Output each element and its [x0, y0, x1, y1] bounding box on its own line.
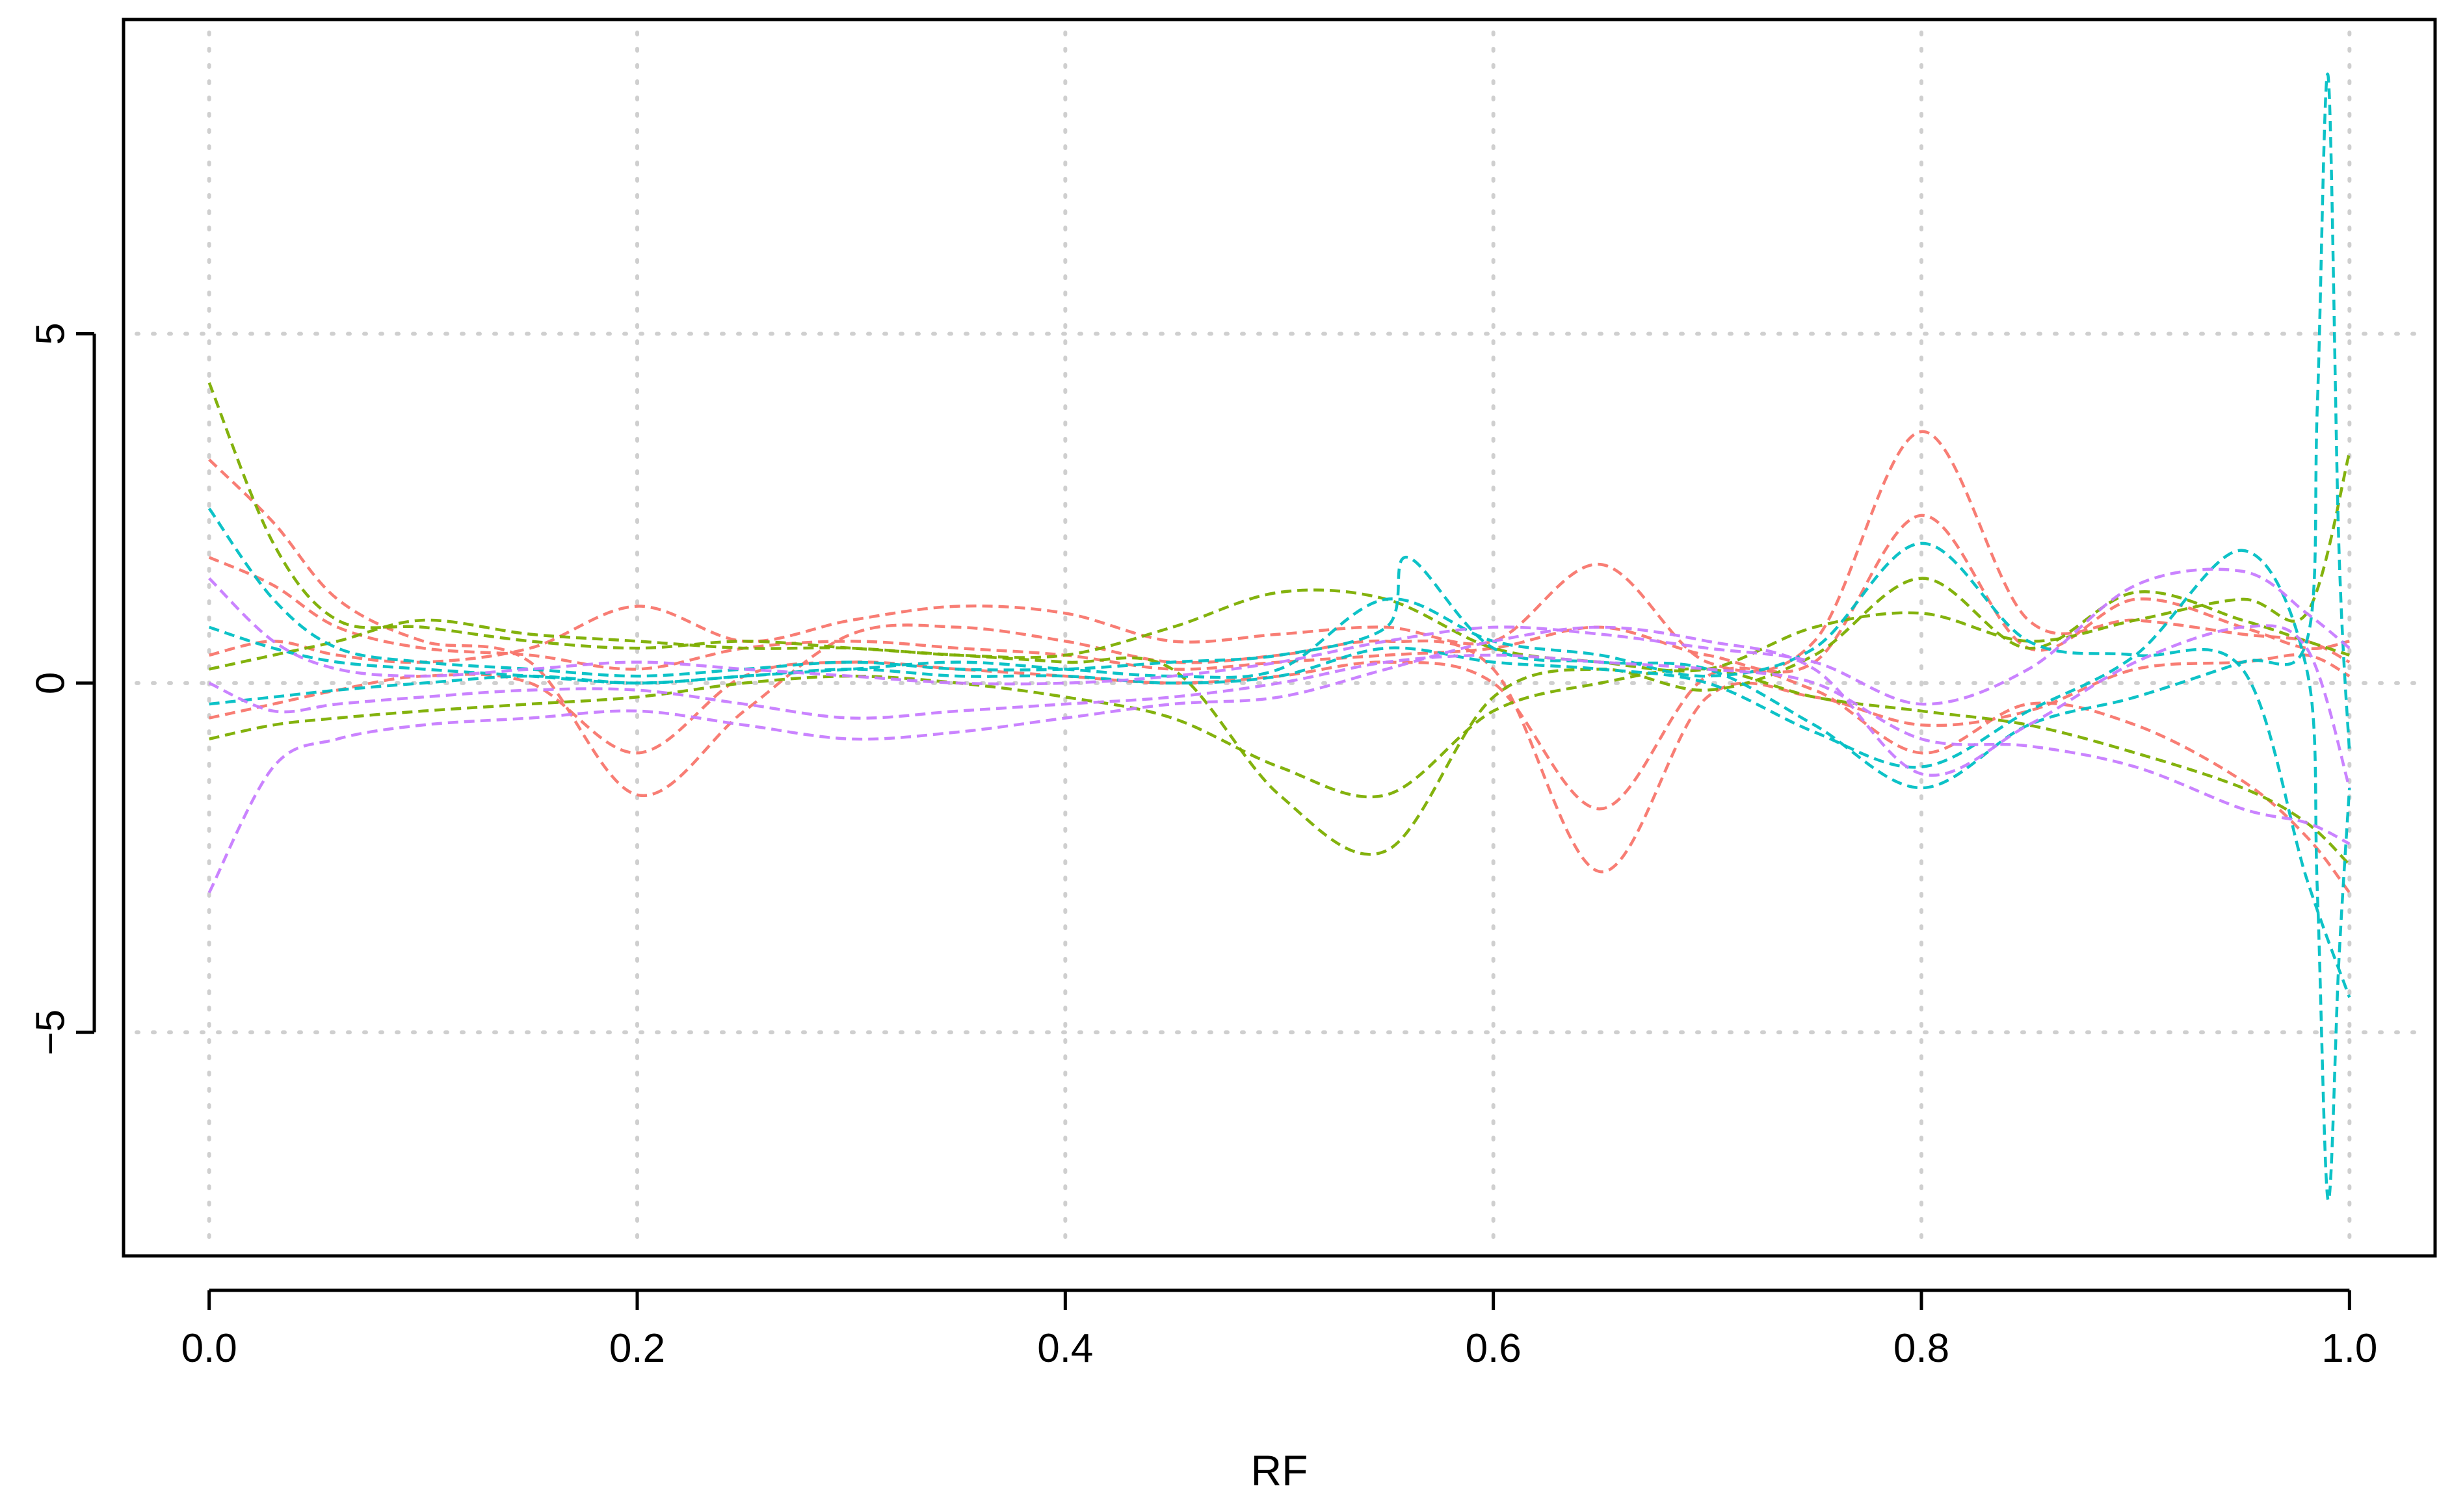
series-curve-7 — [209, 667, 2351, 866]
y-tick-label: 0 — [29, 672, 73, 694]
y-tick-label: 5 — [29, 322, 73, 345]
series-curve-6 — [209, 452, 2351, 673]
x-axis-title: RF — [1251, 1446, 1308, 1494]
data-curves — [207, 72, 2351, 1202]
series-curve-5 — [207, 382, 2351, 856]
series-curve-1 — [208, 458, 2351, 874]
series-curve-3 — [209, 660, 2351, 894]
grid-lines — [135, 31, 2424, 1245]
series-curve-8 — [207, 72, 2351, 790]
y-tick-label: −5 — [29, 1010, 73, 1056]
series-curve-11 — [207, 624, 2351, 894]
series-curve-12 — [208, 567, 2351, 706]
x-tick-label: 0.4 — [1037, 1326, 1093, 1371]
series-curve-2 — [209, 430, 2351, 673]
x-tick-label: 0.6 — [1466, 1326, 1522, 1371]
plot-frame — [122, 18, 2437, 1258]
axes: 0.0 0.2 0.4 0.6 0.8 1.0 −5 0 5 — [29, 322, 2378, 1371]
x-tick-label: 0.8 — [1893, 1326, 1949, 1371]
series-curve-10 — [208, 541, 2351, 998]
x-tick-label: 0.2 — [609, 1326, 665, 1371]
series-curve-9 — [209, 549, 2351, 1202]
x-tick-label: 1.0 — [2321, 1326, 2377, 1371]
series-curve-13 — [208, 653, 2351, 846]
x-tick-label: 0.0 — [181, 1326, 237, 1371]
